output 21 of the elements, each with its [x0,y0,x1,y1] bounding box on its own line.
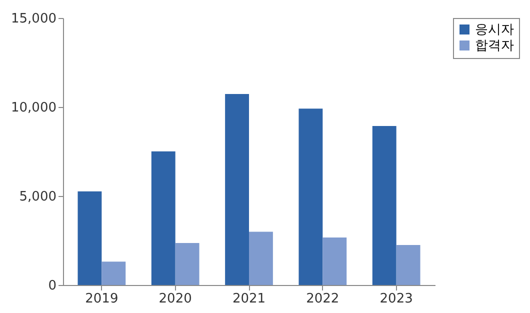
y-tick-label: 0 [48,278,56,294]
x-tick-label: 2020 [158,292,192,306]
x-tick-label: 2019 [85,292,118,306]
legend-label: 응시자 [475,22,514,38]
bar [225,94,249,285]
legend-label: 합격자 [475,38,514,54]
bar [78,191,102,285]
bar [396,244,420,285]
bar [322,237,347,285]
bar [151,151,176,285]
bar [249,232,273,285]
x-tick-label: 2022 [306,292,340,306]
x-tick-label: 2021 [232,292,266,306]
bar [298,108,323,285]
y-tick-label: 5,000 [19,190,56,204]
x-tick-label: 2023 [380,292,413,306]
bar [102,262,126,285]
y-tick-label: 15,000 [11,12,56,26]
y-tick-label: 10,000 [11,100,56,116]
bar [175,242,200,285]
bar [372,126,396,285]
